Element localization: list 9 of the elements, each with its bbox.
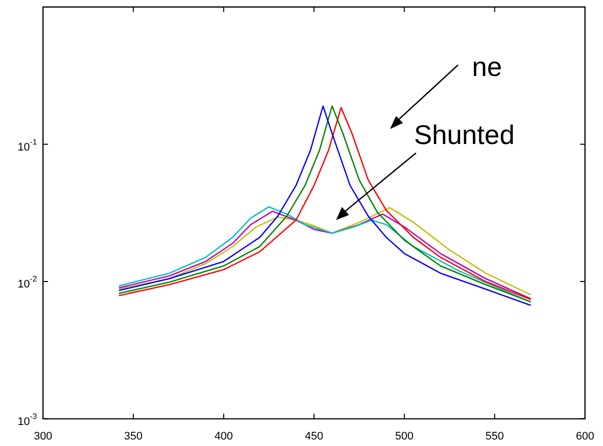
x-tick-label: 600	[576, 430, 594, 442]
x-tick-label: 450	[304, 430, 324, 442]
x-tick-label: 400	[214, 430, 233, 442]
annotation: Shunted	[414, 120, 515, 150]
x-tick-label: 550	[485, 430, 504, 442]
x-tick-label: 300	[34, 430, 52, 442]
x-tick-label: 500	[395, 430, 414, 442]
annotation: ne	[472, 52, 502, 82]
x-tick-label: 350	[124, 430, 143, 442]
